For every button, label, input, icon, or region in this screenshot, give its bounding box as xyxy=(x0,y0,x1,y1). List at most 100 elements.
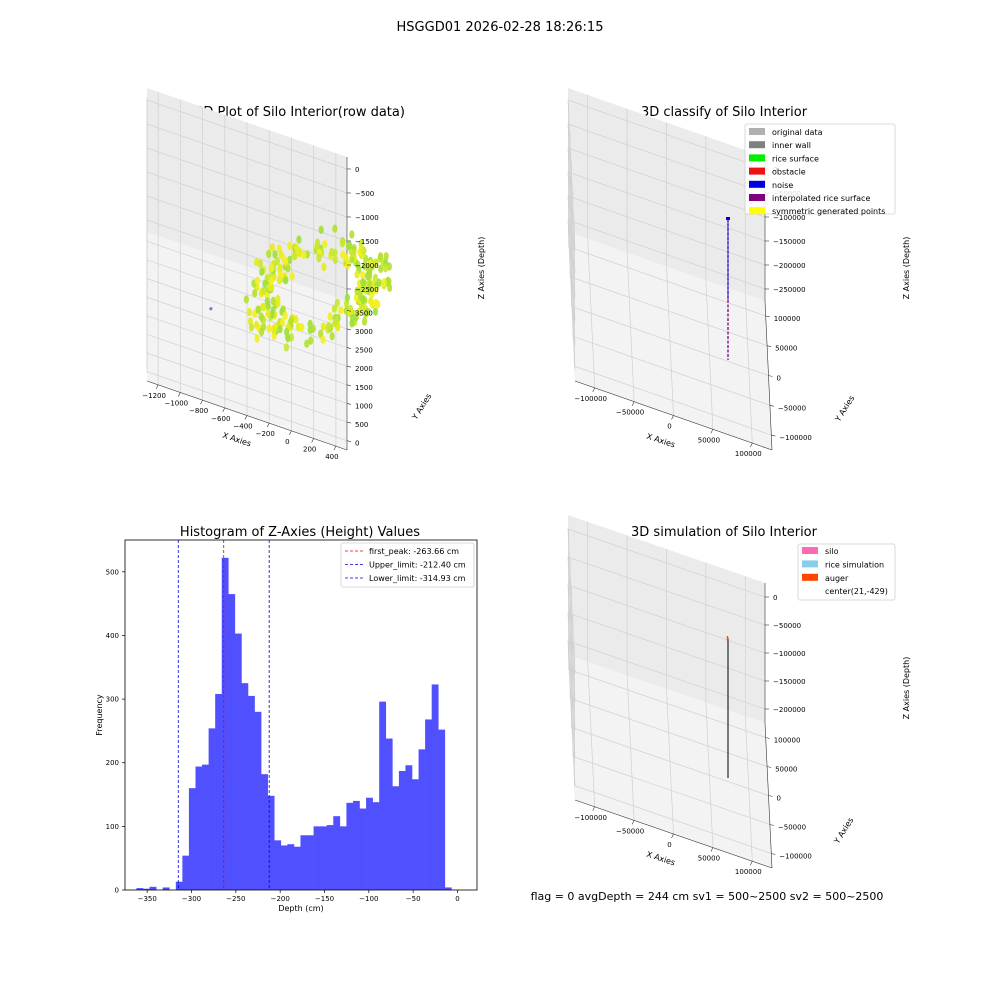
simulation-3d-plot: 3D simulation of Silo Interior −100000 −5… xyxy=(567,515,911,876)
raw-3d-point xyxy=(378,264,384,274)
sim-y-tick-mark xyxy=(771,853,776,855)
histogram-y-ticks: 0 100 200 300 400 500 xyxy=(106,568,125,895)
raw-3d-point xyxy=(331,304,338,313)
raw-3d-point xyxy=(279,318,285,327)
raw-3d-point xyxy=(254,276,261,285)
raw-3d-point xyxy=(253,320,260,330)
sim-grid-x xyxy=(705,562,714,848)
histogram-y-label: Frequency xyxy=(95,694,104,736)
classify-3d-legend-swatch xyxy=(749,167,765,175)
sim-y-tick-mark xyxy=(765,737,770,739)
raw-3d-point xyxy=(320,322,326,331)
raw-3d-point xyxy=(287,255,293,265)
raw-y-tick-label: 500 xyxy=(355,421,368,429)
raw-3d-y-ticks: 0 500 1000 1500 2000 2500 3000 3500 xyxy=(346,309,373,448)
raw-3d-point xyxy=(277,325,283,334)
raw-x-tick-label: −1000 xyxy=(164,400,188,408)
histogram-x-label: Depth (cm) xyxy=(278,904,323,913)
histogram-x-tick-label: −50 xyxy=(406,895,421,903)
raw-y-tick-label: 2000 xyxy=(355,365,373,373)
raw-x-tick-label: −1200 xyxy=(142,392,166,400)
cls-z-tick-label: −200000 xyxy=(773,262,806,270)
sim-z-tick-label: −150000 xyxy=(773,678,806,686)
histogram-bar xyxy=(254,711,262,890)
raw-3d-point xyxy=(376,278,382,287)
histogram-legend: first_peak: -263.66 cm Upper_limit: -212.… xyxy=(340,542,475,588)
cls-grid-x xyxy=(666,122,674,416)
raw-3d-point xyxy=(293,243,299,253)
raw-3d-point xyxy=(254,257,260,267)
raw-x-tick-mark xyxy=(333,446,337,451)
histogram-bar xyxy=(385,738,393,890)
histogram-y-tick-label: 400 xyxy=(106,632,119,640)
raw-3d-point xyxy=(269,310,275,319)
raw-z-tick-label: −2000 xyxy=(355,262,379,270)
simulation-3d-legend-frame xyxy=(797,543,896,601)
raw-3d-point xyxy=(264,297,270,306)
histogram-bar xyxy=(352,800,360,890)
histogram-bar xyxy=(221,557,229,890)
raw-3d-point xyxy=(381,278,387,287)
raw-3d-point xyxy=(269,243,275,252)
simulation-3d-legend-label: silo xyxy=(825,547,839,556)
sim-z-tick-label: 0 xyxy=(773,594,777,602)
raw-y-tick-mark xyxy=(346,310,352,312)
sim-x-tick-mark xyxy=(671,833,674,839)
classify-3d-legend-label: rice surface xyxy=(772,154,819,163)
raw-x-tick-label: −400 xyxy=(233,423,252,431)
raw-3d-point xyxy=(274,256,280,266)
raw-3d-point xyxy=(304,339,310,348)
raw-3d-point xyxy=(321,262,327,272)
sim-y-tick-mark xyxy=(769,824,774,826)
sim-grid-x xyxy=(744,576,753,862)
sim-x-tick-mark xyxy=(710,847,714,852)
raw-3d-point xyxy=(246,307,252,317)
cls-grid-z xyxy=(567,171,766,322)
sim-y-tick-label: 0 xyxy=(777,795,781,803)
histogram-bar xyxy=(188,788,196,890)
histogram-bar xyxy=(208,728,216,890)
sim-x-tick-mark xyxy=(631,820,635,825)
sim-y-tick-label: 100000 xyxy=(774,737,801,745)
sim-y-tick-mark xyxy=(767,766,772,768)
simulation-3d-title: 3D simulation of Silo Interior xyxy=(631,525,818,540)
raw-3d-point xyxy=(284,327,290,337)
cls-grid-y xyxy=(568,102,766,317)
sim-x-tick-label: −50000 xyxy=(616,827,644,835)
cls-grid-y xyxy=(571,162,769,376)
histogram-bar xyxy=(215,694,223,890)
cls-grid-y xyxy=(569,132,768,347)
raw-y-tick-label: 3500 xyxy=(355,309,373,317)
raw-3d-x-ticks: −1200−1000−800−600−400 −200 0 200 400 xyxy=(142,384,339,461)
raw-3d-point xyxy=(332,255,338,265)
raw-x-tick-label: −200 xyxy=(256,430,275,438)
cls-y-tick-label: 0 xyxy=(777,375,781,383)
sim-x-tick-label: 0 xyxy=(667,841,671,849)
histogram-y-tick-label: 200 xyxy=(106,759,119,767)
cls-grid-x xyxy=(626,108,635,402)
raw-y-tick-mark xyxy=(346,440,352,442)
histogram-bar xyxy=(280,845,288,890)
histogram-bar xyxy=(425,719,432,890)
cls-x-tick-mark xyxy=(592,387,595,393)
raw-3d-point xyxy=(327,312,333,321)
cls-y-tick-mark xyxy=(767,345,772,347)
raw-3d-point xyxy=(276,276,283,285)
raw-z-tick-label: −1500 xyxy=(355,238,379,246)
raw-3d-point xyxy=(255,305,261,314)
raw-3d-point xyxy=(283,343,289,352)
cls-grid-z xyxy=(567,219,766,370)
raw-3d-point xyxy=(329,332,335,341)
sim-x-tick-mark xyxy=(750,861,753,866)
raw-3d-point xyxy=(272,250,278,259)
classify-3d-top-point xyxy=(726,217,730,220)
histogram-legend-label: first_peak: -263.66 cm xyxy=(369,547,459,556)
histogram-x-tick-label: −200 xyxy=(271,895,290,903)
raw-3d-point xyxy=(296,235,302,244)
histogram-bar xyxy=(438,729,446,890)
histogram-bar xyxy=(392,786,400,890)
simulation-3d-legend-label: rice simulation xyxy=(825,560,884,569)
histogram-bar xyxy=(398,771,406,890)
histogram-bar xyxy=(261,774,268,890)
raw-3d-point xyxy=(326,321,332,331)
